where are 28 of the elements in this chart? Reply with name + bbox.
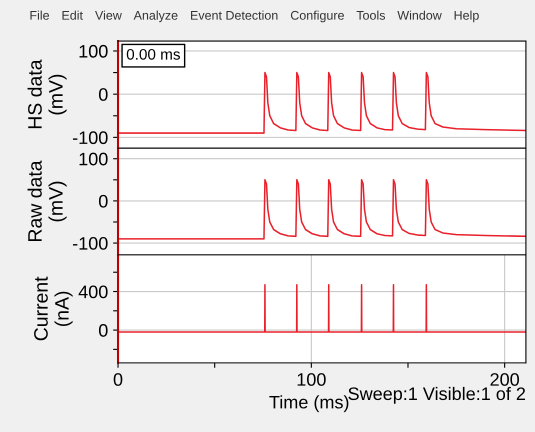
line-series <box>118 179 526 240</box>
x-tick-label: 200 <box>490 373 519 386</box>
y-tick-label: 0 <box>98 88 108 101</box>
x-axis-title: Time (ms) <box>269 395 348 412</box>
text: Edit <box>62 10 83 20</box>
text: Window <box>397 10 442 20</box>
y-tick-label: 0 <box>98 324 108 337</box>
x-tick-label: 0 <box>114 373 122 386</box>
y-tick-label: -100 <box>72 237 108 250</box>
x-tick-label: 100 <box>298 373 326 386</box>
y-tick-label: 0 <box>98 194 108 208</box>
line-series <box>118 72 526 134</box>
text: Tools <box>356 10 386 20</box>
y-axis-title: Current (nA) <box>34 276 73 340</box>
text: File <box>30 10 50 20</box>
text: Help <box>454 10 479 22</box>
y-tick-label: -100 <box>72 131 108 144</box>
annotation: 0.00 ms <box>126 48 180 60</box>
text: Configure <box>290 10 344 22</box>
y-tick-label: 100 <box>80 152 108 166</box>
y-axis-title: HS data (mV) <box>28 59 67 128</box>
y-tick-label: 100 <box>80 44 108 58</box>
text: View <box>95 10 122 20</box>
y-tick-label: 400 <box>78 285 108 298</box>
y-axis-title: Raw data (mV) <box>28 160 67 242</box>
text: Analyze <box>134 10 178 22</box>
text: Sweep:1 Visible:1 of 2 <box>348 386 526 404</box>
text: Event Detection <box>191 10 278 20</box>
